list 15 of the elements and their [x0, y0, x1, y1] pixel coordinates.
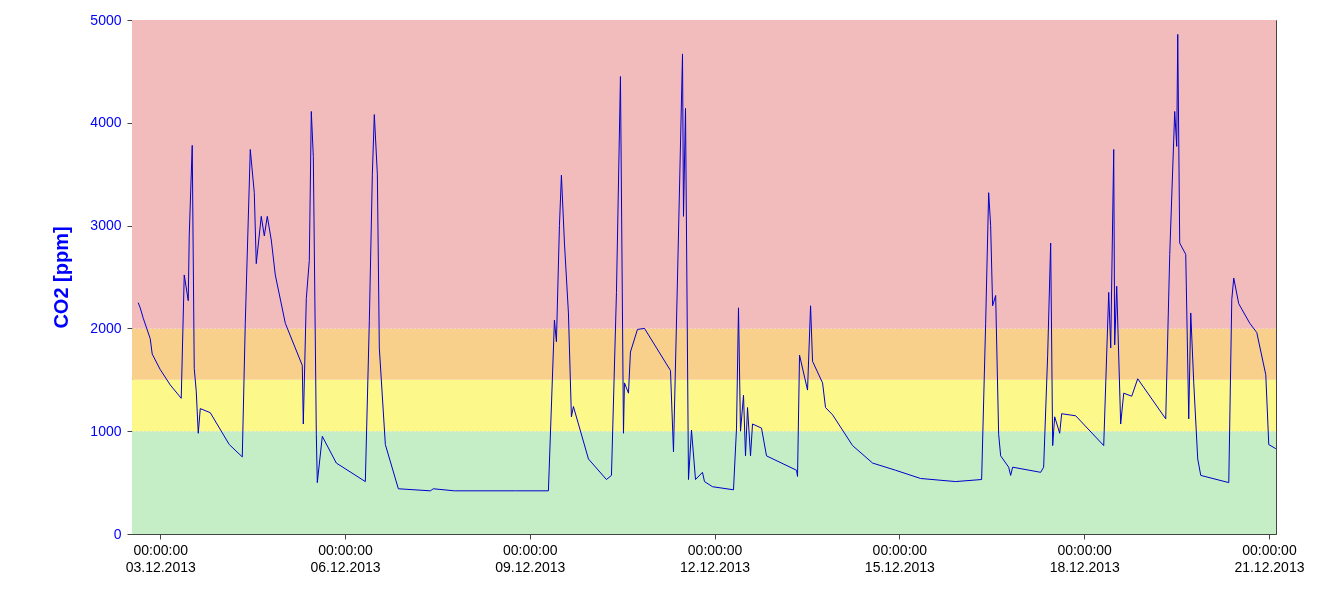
y-tick-label: 1000 — [90, 422, 122, 439]
y-tick-label: 4000 — [90, 114, 122, 131]
x-tick-label: 00:00:00 03.12.2013 — [125, 541, 196, 575]
x-tick-label: 00:00:00 18.12.2013 — [1049, 541, 1120, 575]
x-tick-label: 00:00:00 12.12.2013 — [680, 541, 751, 575]
y-tick-label: 5000 — [90, 11, 122, 28]
y-tick-label: 0 — [113, 525, 122, 542]
y-tick-label: 3000 — [90, 217, 122, 234]
y-axis-title: CO2 [ppm] — [50, 226, 73, 329]
x-tick-label: 00:00:00 09.12.2013 — [495, 541, 566, 575]
x-tick-label: 00:00:00 06.12.2013 — [310, 541, 381, 575]
x-tick-label: 00:00:00 21.12.2013 — [1234, 541, 1305, 575]
x-tick-label: 00:00:00 15.12.2013 — [864, 541, 936, 575]
y-tick-label: 2000 — [90, 319, 122, 336]
line-series — [137, 33, 1277, 492]
